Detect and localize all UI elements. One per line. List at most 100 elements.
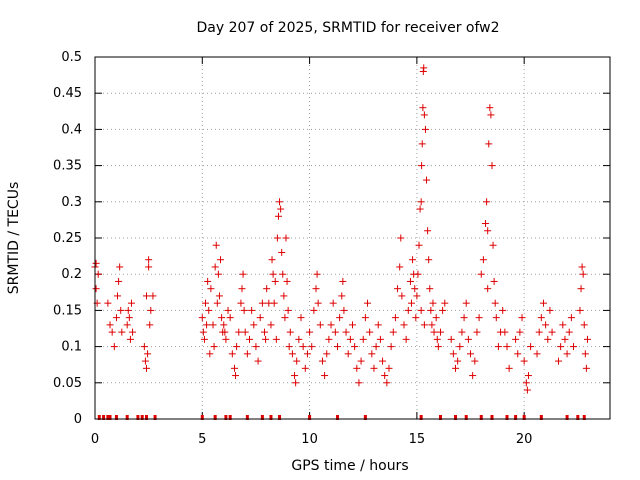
data-point [499,306,507,314]
data-point [539,299,547,307]
data-point [276,198,284,206]
data-point [514,350,522,358]
data-point [477,270,485,278]
data-point [228,350,236,358]
data-point [314,299,322,307]
y-tick-label: 0.3 [61,195,82,210]
data-point [516,328,524,336]
data-point [434,343,442,351]
data-point [237,299,245,307]
data-point [364,299,372,307]
data-point [417,198,425,206]
data-point [222,335,230,343]
data-point [456,343,464,351]
data-point [146,321,154,329]
data-point [426,285,434,293]
data-point [420,321,428,329]
data-point [512,335,520,343]
data-point [425,256,433,264]
data-point [280,292,288,300]
data-point [325,335,333,343]
data-point [303,350,311,358]
data-point [318,357,326,365]
y-tick-label: 0.4 [61,122,82,137]
data-point [112,314,120,322]
y-tick-label: 0.25 [53,231,82,246]
data-point [233,343,241,351]
y-tick-label: 0.1 [61,340,82,355]
data-point [548,328,556,336]
data-point [406,277,414,285]
data-point [527,343,535,351]
data-point [145,263,153,271]
data-point [583,335,591,343]
data-point [339,277,347,285]
data-point [273,234,281,242]
data-point [351,343,359,351]
data-point [418,162,426,170]
data-point [491,299,499,307]
data-point [115,277,123,285]
data-point [546,306,554,314]
data-point [487,111,495,119]
data-point [381,372,389,380]
data-point [213,299,221,307]
data-point [108,328,116,336]
data-point [104,299,112,307]
data-point [582,364,590,372]
y-tick-label: 0.2 [61,267,82,282]
data-point [430,328,438,336]
y-axis-label: SRMTID / TECUs [6,182,22,295]
data-point [331,328,339,336]
data-point [256,314,264,322]
data-point [475,314,483,322]
x-tick-labels: 0 5 10 15 20 [91,432,533,447]
data-point [533,350,541,358]
data-point [147,306,155,314]
data-point [523,386,531,394]
data-point [473,328,481,336]
grid-lines [95,57,610,419]
data-point [418,140,426,148]
data-point [412,314,420,322]
plot-frame [94,56,611,420]
data-point [106,321,114,329]
data-point [270,299,278,307]
data-point [391,314,399,322]
data-point [379,357,387,365]
data-point [143,292,150,300]
data-point [415,241,423,249]
data-point [211,263,219,271]
data-point [420,64,428,72]
x-tick-label: 5 [198,432,206,447]
data-point [323,350,331,358]
data-point [286,328,294,336]
data-point [240,306,248,314]
data-point [125,314,133,322]
data-point [342,328,350,336]
data-point [312,285,320,293]
data-point [544,335,552,343]
data-point [370,364,378,372]
data-point [94,270,102,278]
data-point [141,357,149,365]
data-point [557,343,565,351]
data-point [92,285,100,293]
data-point [397,234,405,242]
data-point [441,299,449,307]
y-tick-label: 0.45 [53,86,82,101]
data-point [261,328,269,336]
data-point [408,299,416,307]
data-point [417,306,425,314]
data-point [346,335,354,343]
data-point [274,212,282,220]
data-point [246,335,253,343]
data-point [421,125,429,133]
data-point [144,350,152,358]
data-point [336,314,344,322]
data-point [570,343,578,351]
data-point [140,343,148,351]
data-point [129,328,137,336]
data-point [576,306,584,314]
data-point [293,357,301,365]
